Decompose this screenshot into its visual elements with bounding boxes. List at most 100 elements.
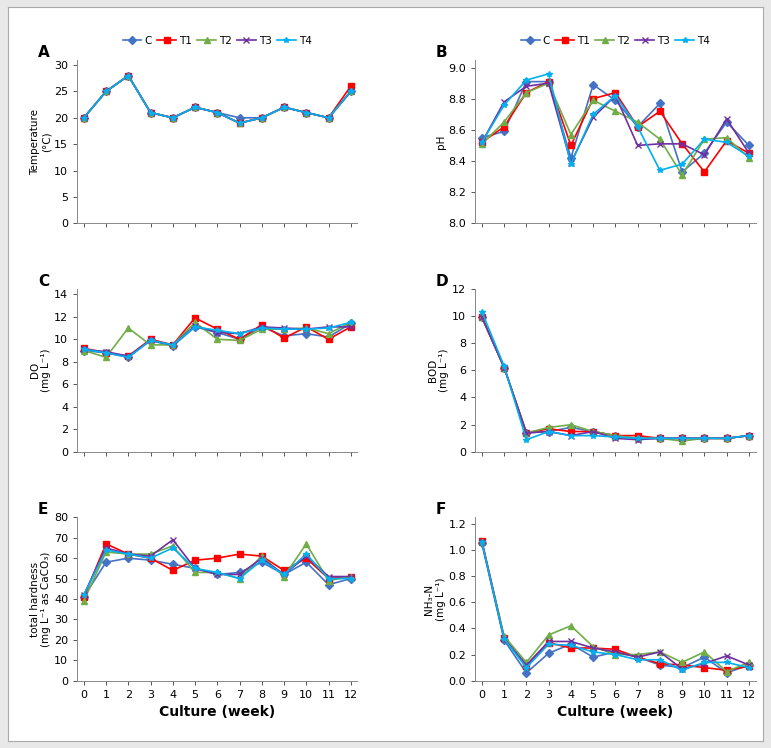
T1 [346, 572, 355, 581]
C [168, 114, 177, 123]
C [588, 80, 598, 89]
Line: T3: T3 [479, 314, 752, 443]
T4 [213, 568, 222, 577]
C [324, 333, 333, 342]
T3 [655, 139, 665, 148]
T4 [655, 166, 665, 175]
T4 [700, 135, 709, 144]
T1 [324, 574, 333, 583]
C [279, 331, 288, 340]
C [258, 558, 267, 567]
Text: D: D [436, 274, 449, 289]
C [500, 363, 509, 372]
T2 [346, 572, 355, 581]
T1 [168, 114, 177, 123]
T2 [700, 135, 709, 144]
Line: T4: T4 [479, 539, 752, 673]
T1 [301, 554, 311, 562]
T3 [744, 660, 753, 669]
T1 [633, 431, 642, 440]
T3 [700, 659, 709, 668]
T4 [324, 114, 333, 123]
C [522, 669, 531, 678]
T4 [258, 114, 267, 123]
T1 [744, 149, 753, 158]
T3 [566, 637, 575, 646]
C [477, 539, 487, 548]
T4 [700, 658, 709, 667]
T2 [611, 431, 620, 440]
T4 [279, 102, 288, 111]
T3 [235, 119, 244, 128]
Line: T2: T2 [479, 314, 752, 444]
T1 [744, 431, 753, 440]
Y-axis label: BOD
(mg L⁻¹): BOD (mg L⁻¹) [428, 349, 449, 392]
Text: E: E [38, 503, 49, 518]
T2 [544, 631, 554, 640]
C [324, 580, 333, 589]
C [566, 153, 575, 162]
T4 [258, 556, 267, 565]
T3 [324, 114, 333, 123]
T4 [168, 544, 177, 553]
T1 [655, 107, 665, 116]
Line: T3: T3 [81, 73, 354, 126]
T1 [700, 434, 709, 443]
T3 [722, 114, 731, 123]
T1 [611, 431, 620, 440]
T1 [544, 424, 554, 433]
T1 [744, 662, 753, 671]
T1 [611, 88, 620, 97]
T3 [700, 434, 709, 443]
T3 [79, 345, 89, 354]
C [611, 648, 620, 657]
T4 [722, 434, 731, 443]
T2 [722, 434, 731, 443]
T4 [633, 434, 642, 443]
T3 [588, 643, 598, 652]
T2 [258, 325, 267, 334]
X-axis label: Culture (week): Culture (week) [557, 705, 674, 720]
Text: C: C [38, 274, 49, 289]
T1 [700, 663, 709, 672]
T1 [700, 168, 709, 177]
T4 [477, 307, 487, 316]
T2 [722, 667, 731, 676]
T4 [700, 434, 709, 443]
T3 [213, 328, 222, 337]
C [477, 133, 487, 142]
T2 [678, 171, 687, 180]
T3 [324, 322, 333, 331]
T2 [744, 153, 753, 162]
C [258, 114, 267, 123]
Y-axis label: Temperature
(°C): Temperature (°C) [29, 108, 51, 174]
T4 [500, 100, 509, 109]
T1 [235, 550, 244, 559]
T4 [123, 353, 133, 362]
T4 [544, 70, 554, 79]
T2 [102, 353, 111, 362]
T4 [611, 91, 620, 100]
Line: T2: T2 [479, 80, 752, 178]
Line: T4: T4 [479, 71, 752, 173]
T2 [102, 87, 111, 96]
T4 [346, 87, 355, 96]
T2 [522, 658, 531, 667]
T3 [633, 435, 642, 444]
T1 [722, 666, 731, 675]
T2 [213, 568, 222, 577]
C [235, 114, 244, 123]
T4 [655, 655, 665, 664]
T1 [102, 87, 111, 96]
T1 [611, 645, 620, 654]
T3 [588, 427, 598, 436]
T3 [744, 149, 753, 158]
T3 [744, 431, 753, 440]
C [235, 568, 244, 577]
C [633, 122, 642, 131]
T1 [258, 551, 267, 560]
T3 [168, 340, 177, 349]
T2 [522, 88, 531, 97]
T1 [301, 322, 311, 331]
T4 [544, 640, 554, 649]
